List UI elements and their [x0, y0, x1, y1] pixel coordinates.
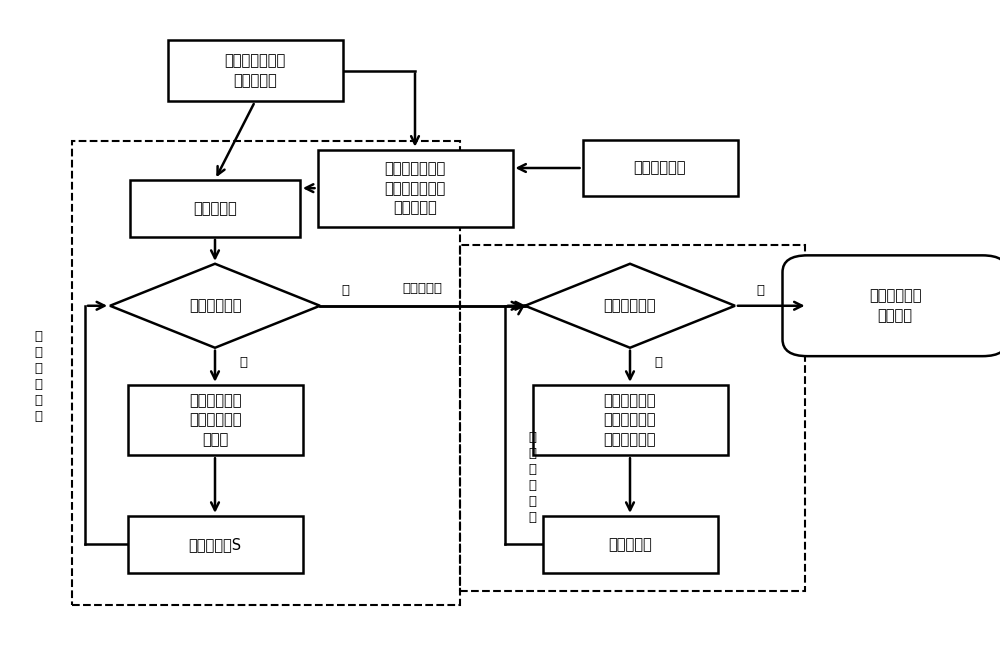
Text: 满足结束条件: 满足结束条件 [189, 298, 241, 313]
Polygon shape [525, 264, 735, 348]
Text: 输出最优方案
结束搜索: 输出最优方案 结束搜索 [869, 288, 921, 323]
Text: 第
一
阶
段
搜
索: 第 一 阶 段 搜 索 [34, 330, 42, 423]
Bar [460, 245, 805, 591]
Text: 是: 是 [341, 284, 349, 298]
Text: 充电资源调度: 充电资源调度 [634, 161, 686, 175]
Text: 满足结束条件: 满足结束条件 [604, 298, 656, 313]
Bar [72, 141, 460, 605]
Text: 解码获得方案中
所有车辆覆盖的
发车时刻点: 解码获得方案中 所有车辆覆盖的 发车时刻点 [384, 161, 446, 216]
Bar [318, 150, 512, 227]
Bar [130, 180, 300, 237]
Text: 第
二
阶
段
搜
索: 第 二 阶 段 搜 索 [528, 431, 536, 523]
Text: 是: 是 [756, 284, 764, 298]
Bar [532, 384, 728, 456]
Text: 否: 否 [239, 356, 247, 369]
Bar [128, 516, 302, 573]
Bar [168, 40, 342, 101]
Text: 否: 否 [654, 356, 662, 369]
Text: 局部搜索结合
启发式调整归
纳集产生新解: 局部搜索结合 启发式调整归 纳集产生新解 [604, 392, 656, 448]
Text: 输出归纳集: 输出归纳集 [402, 282, 442, 296]
Text: 更新归纳集S: 更新归纳集S [188, 537, 242, 552]
Bar [542, 516, 718, 573]
Bar [582, 140, 738, 196]
Bar [128, 384, 302, 456]
Polygon shape [110, 264, 320, 348]
Text: 计算评价值: 计算评价值 [193, 201, 237, 216]
FancyBboxPatch shape [782, 255, 1000, 356]
Text: 更新最优解: 更新最优解 [608, 537, 652, 552]
Text: 对当前解模拟
退火操作，产
生新解: 对当前解模拟 退火操作，产 生新解 [189, 392, 241, 448]
Text: 生成初始车辆调
度方案编码: 生成初始车辆调 度方案编码 [224, 53, 286, 88]
